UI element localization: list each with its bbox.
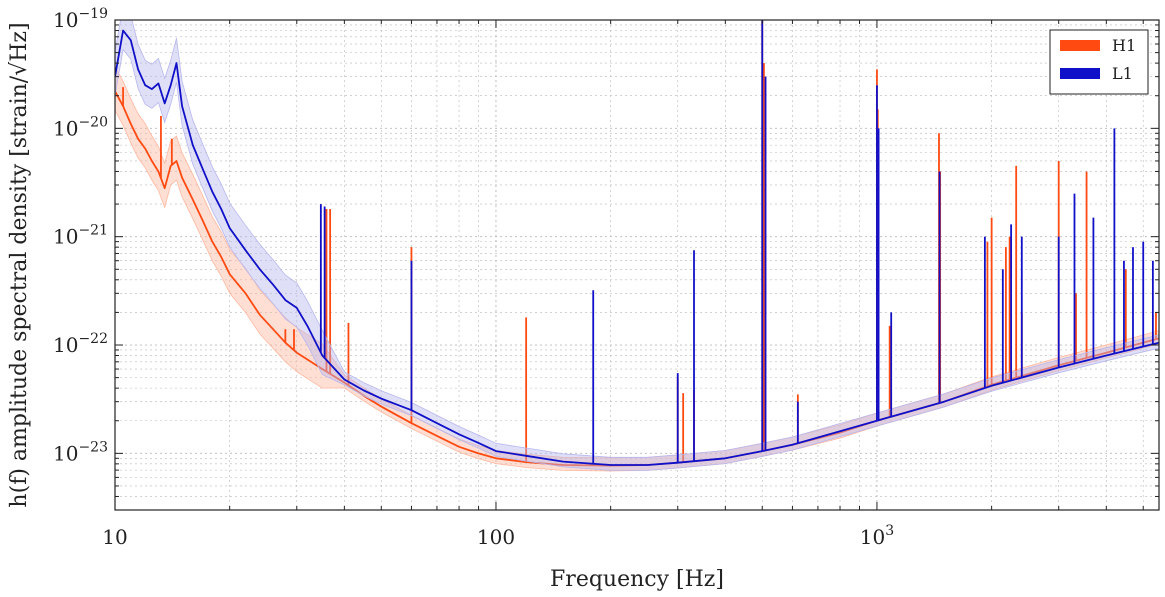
x-axis-label: Frequency [Hz] [550, 567, 724, 592]
x-tick-label: 100 [477, 525, 515, 549]
y-tick-label: 10−22 [53, 331, 108, 357]
y-axis-label: h(f) amplitude spectral density [strain/… [7, 22, 32, 507]
series-line-l1 [115, 29, 1159, 466]
legend-swatch-l1 [1060, 68, 1100, 79]
legend-swatch-h1 [1060, 40, 1100, 51]
series-layer [115, 20, 1159, 472]
y-tick-label: 10−19 [53, 6, 108, 32]
band-l1 [115, 20, 1159, 471]
tick-marks [114, 20, 1159, 510]
y-tick-label: 10−20 [53, 114, 108, 140]
y-tick-label: 10−23 [53, 439, 108, 465]
band-h1 [115, 66, 1159, 472]
plot-frame [114, 19, 1160, 511]
y-tick-label: 10−21 [53, 223, 108, 249]
x-tick-label: 10 [102, 525, 127, 549]
x-tick-label: 103 [860, 523, 894, 549]
legend-label-h1: H1 [1112, 36, 1136, 55]
tick-labels: 10 100 103 10−19 10−20 10−21 10−22 10−23 [53, 6, 894, 549]
legend-label-l1: L1 [1112, 64, 1133, 83]
